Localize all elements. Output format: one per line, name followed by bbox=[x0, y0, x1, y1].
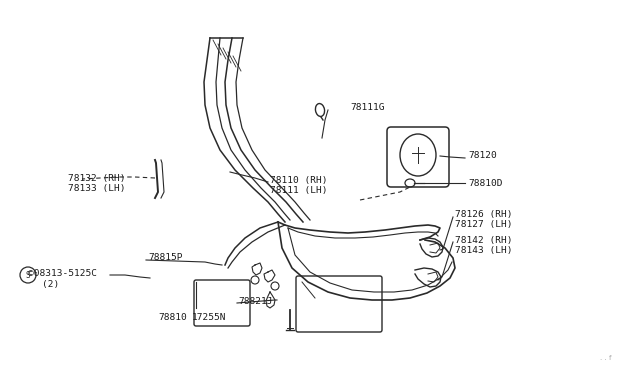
Text: 17255N: 17255N bbox=[192, 314, 227, 323]
Text: 78142 (RH): 78142 (RH) bbox=[455, 235, 513, 244]
Text: 78126 (RH): 78126 (RH) bbox=[455, 211, 513, 219]
Text: 78810D: 78810D bbox=[468, 179, 502, 187]
Text: . . f: . . f bbox=[600, 355, 611, 361]
Text: 78143 (LH): 78143 (LH) bbox=[455, 246, 513, 254]
Text: 78111 (LH): 78111 (LH) bbox=[270, 186, 328, 195]
Text: (2): (2) bbox=[42, 279, 60, 289]
Text: 78127 (LH): 78127 (LH) bbox=[455, 221, 513, 230]
Text: S: S bbox=[26, 270, 30, 279]
Text: 78110 (RH): 78110 (RH) bbox=[270, 176, 328, 185]
Text: 78810: 78810 bbox=[158, 314, 187, 323]
Text: ©08313-5125C: ©08313-5125C bbox=[28, 269, 97, 279]
Text: 78132 (RH): 78132 (RH) bbox=[68, 173, 125, 183]
Text: 78821J: 78821J bbox=[238, 298, 273, 307]
Text: 78111G: 78111G bbox=[350, 103, 385, 112]
Text: 78120: 78120 bbox=[468, 151, 497, 160]
Text: 78133 (LH): 78133 (LH) bbox=[68, 183, 125, 192]
Text: 78815P: 78815P bbox=[148, 253, 182, 263]
